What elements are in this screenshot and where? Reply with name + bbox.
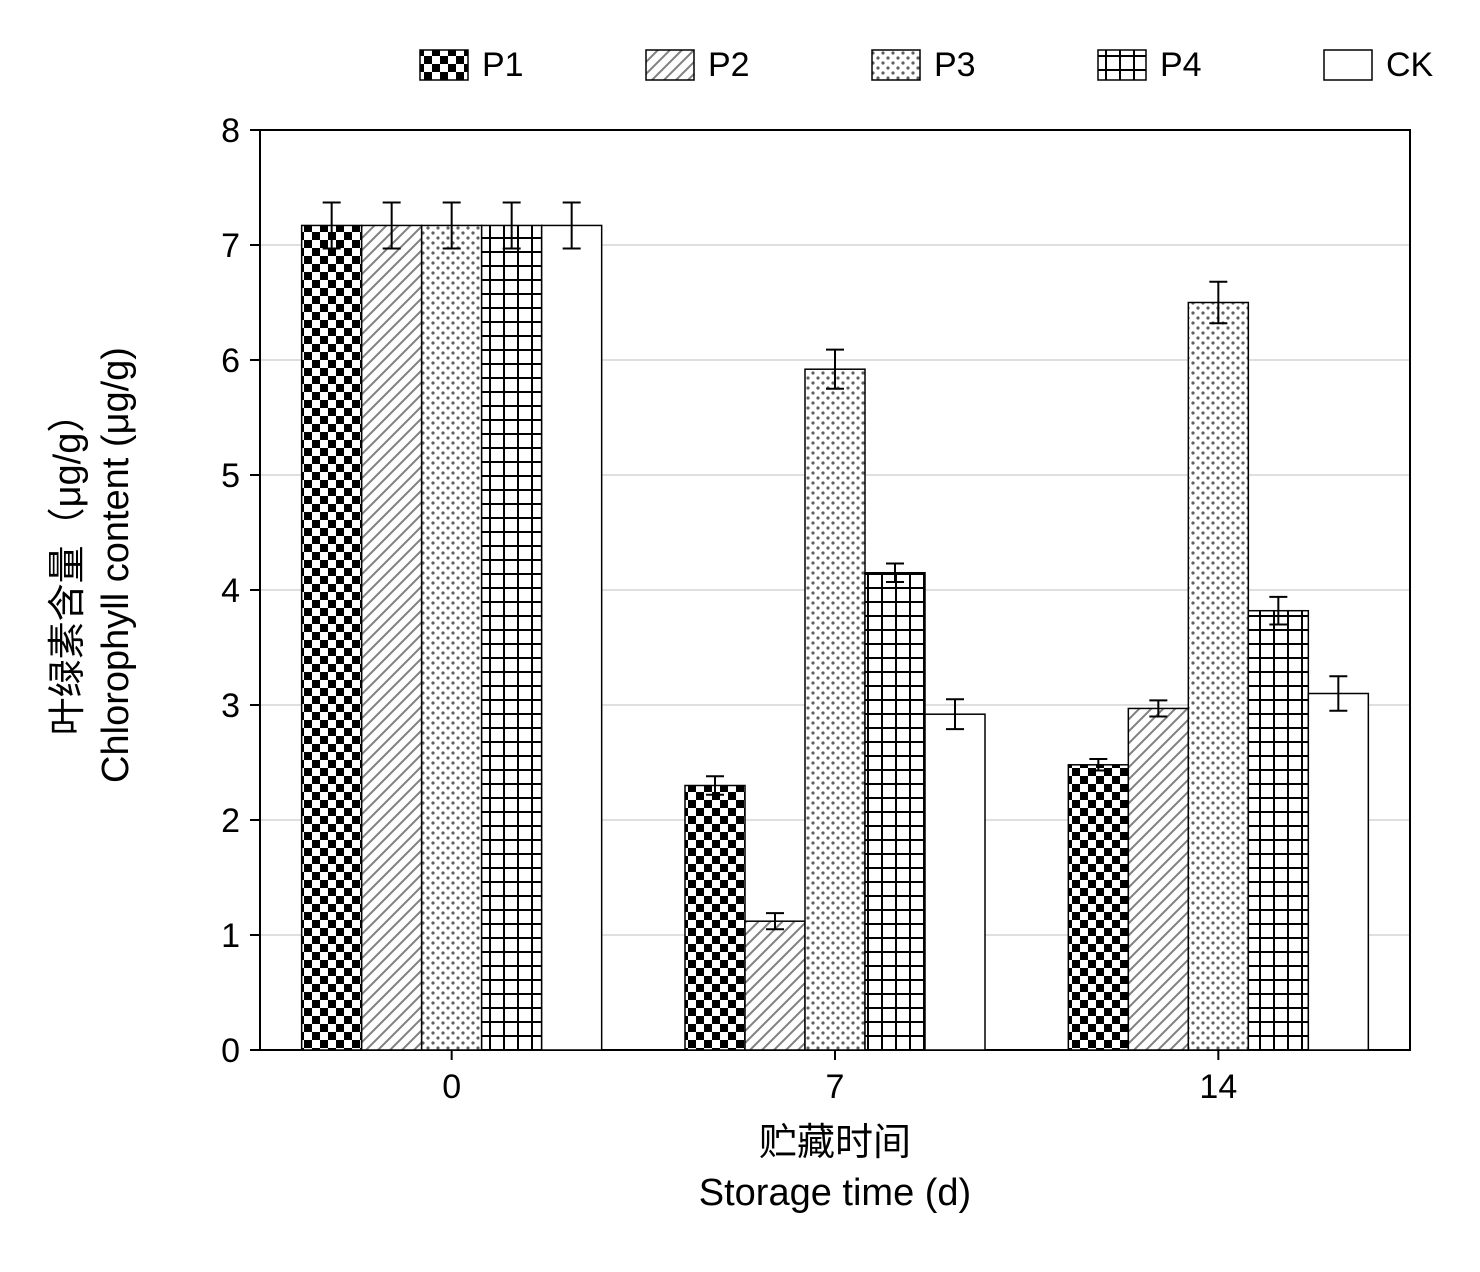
bar-P4-0 <box>482 225 542 1050</box>
y-tick-label: 6 <box>221 342 240 380</box>
chart-container: 0 1 2 3 4 5 6 7 8 0 7 14 贮藏时间 Storage time (d) 叶绿素含量（μ… <box>0 0 1480 1272</box>
bar-P2-14 <box>1128 708 1188 1050</box>
legend-swatch-P1 <box>420 50 468 80</box>
y-tick-label: 1 <box>221 917 240 955</box>
x-tick-label: 14 <box>1199 1068 1237 1106</box>
bar-P4-7 <box>865 573 925 1050</box>
bar-P1-14 <box>1068 765 1128 1050</box>
x-tick-label: 7 <box>826 1068 845 1106</box>
legend-swatch-CK <box>1324 50 1372 80</box>
legend-swatch-P4 <box>1098 50 1146 80</box>
y-tick-label: 5 <box>221 457 240 495</box>
legend-label-P1: P1 <box>482 46 524 84</box>
x-axis-label-en: Storage time (d) <box>699 1172 971 1214</box>
x-tick-label: 0 <box>442 1068 461 1106</box>
y-axis-label-en: Chlorophyll content (μg/g) <box>95 347 137 783</box>
bar-P3-14 <box>1188 303 1248 1051</box>
bar-P2-7 <box>745 921 805 1050</box>
bar-CK-14 <box>1308 694 1368 1051</box>
y-tick-label: 0 <box>221 1032 240 1070</box>
y-tick-label: 3 <box>221 687 240 725</box>
y-tick-label: 4 <box>221 572 240 610</box>
legend-label-CK: CK <box>1386 46 1434 84</box>
bar-P1-7 <box>685 786 745 1051</box>
x-axis-label-cn: 贮藏时间 <box>759 1122 911 1164</box>
legend-label-P4: P4 <box>1160 46 1202 84</box>
chart-svg: 0 1 2 3 4 5 6 7 8 0 7 14 贮藏时间 Storage time (d) 叶绿素含量（μ… <box>0 0 1480 1272</box>
y-axis-label-cn: 叶绿素含量（μg/g） <box>47 395 89 736</box>
bar-P1-0 <box>302 225 362 1050</box>
bar-P3-0 <box>422 225 482 1050</box>
bar-P3-7 <box>805 369 865 1050</box>
legend-label-P3: P3 <box>934 46 976 84</box>
bar-P4-14 <box>1248 611 1308 1050</box>
bar-P2-0 <box>362 225 422 1050</box>
y-tick-label: 7 <box>221 227 240 265</box>
legend-label-P2: P2 <box>708 46 750 84</box>
y-tick-label: 2 <box>221 802 240 840</box>
bar-CK-0 <box>542 225 602 1050</box>
bar-CK-7 <box>925 714 985 1050</box>
legend-swatch-P3 <box>872 50 920 80</box>
y-tick-label: 8 <box>221 112 240 150</box>
legend-swatch-P2 <box>646 50 694 80</box>
